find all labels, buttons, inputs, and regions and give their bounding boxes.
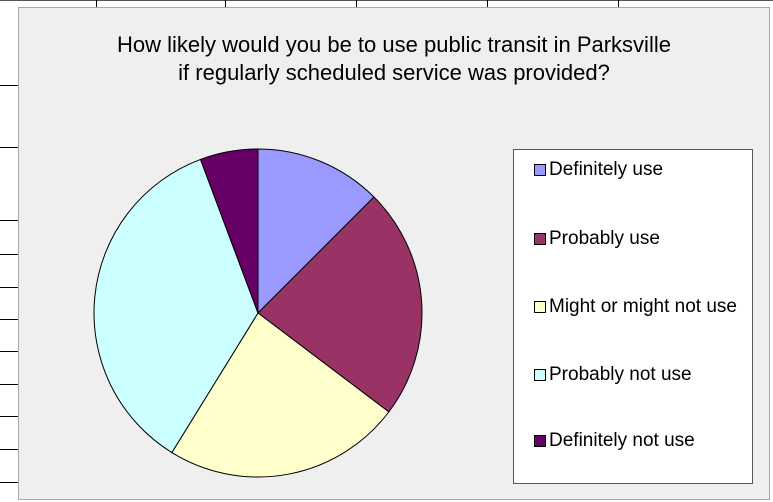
legend-swatch — [534, 369, 546, 381]
legend-item-definitely-not-use: Definitely not use — [534, 429, 744, 452]
sheet-grid-line — [487, 0, 488, 7]
legend-label: Might or might not use — [549, 296, 737, 317]
sheet-grid-line — [0, 416, 18, 417]
sheet-grid-line — [0, 0, 773, 1]
sheet-grid-line — [0, 287, 18, 288]
sheet-grid-line — [356, 0, 357, 7]
legend-label: Definitely not use — [549, 430, 695, 451]
sheet-grid-line — [0, 85, 18, 86]
chart-legend[interactable]: Definitely use Probably use Might or mig… — [513, 149, 753, 484]
pie-slice-probably-not-use[interactable] — [93, 158, 259, 454]
legend-item-probably-use: Probably use — [534, 227, 744, 250]
sheet-grid-line — [0, 220, 18, 221]
sheet-grid-line — [225, 0, 226, 7]
legend-swatch — [534, 164, 546, 176]
legend-item-might-or-might-not-use: Might or might not use — [534, 295, 744, 318]
sheet-grid-line — [0, 254, 18, 255]
legend-item-definitely-use: Definitely use — [534, 158, 744, 181]
legend-label: Probably not use — [549, 364, 692, 385]
sheet-grid-line — [0, 319, 18, 320]
sheet-grid-line — [618, 0, 619, 7]
sheet-grid-line — [0, 351, 18, 352]
pie-slice-might-or-might-not-use[interactable] — [171, 312, 390, 478]
sheet-grid-line — [96, 0, 97, 7]
pie-slice-probably-use[interactable] — [257, 196, 423, 413]
sheet-grid-line — [0, 449, 18, 450]
legend-swatch — [534, 435, 546, 447]
legend-label: Probably use — [549, 228, 660, 249]
legend-swatch — [534, 301, 546, 313]
sheet-grid-line — [0, 147, 18, 148]
legend-item-probably-not-use: Probably not use — [534, 363, 744, 386]
legend-label: Definitely use — [549, 159, 664, 180]
chart-title: How likely would you be to use public tr… — [117, 32, 671, 85]
sheet-grid-line — [0, 482, 18, 483]
legend-swatch — [534, 233, 546, 245]
pie-slice-definitely-not-use[interactable] — [199, 148, 259, 314]
sheet-grid-line — [0, 384, 18, 385]
pie-slice-definitely-use[interactable] — [257, 148, 375, 315]
